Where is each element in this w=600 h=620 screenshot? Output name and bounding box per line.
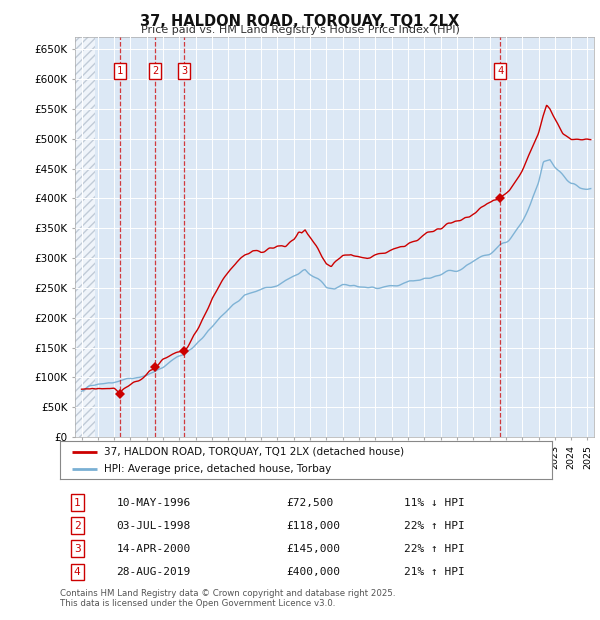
Text: 37, HALDON ROAD, TORQUAY, TQ1 2LX (detached house): 37, HALDON ROAD, TORQUAY, TQ1 2LX (detac… <box>104 447 404 457</box>
Text: 14-APR-2000: 14-APR-2000 <box>116 544 191 554</box>
Text: £400,000: £400,000 <box>286 567 340 577</box>
Text: 21% ↑ HPI: 21% ↑ HPI <box>404 567 465 577</box>
Bar <box>75 37 95 437</box>
Text: 37, HALDON ROAD, TORQUAY, TQ1 2LX: 37, HALDON ROAD, TORQUAY, TQ1 2LX <box>140 14 460 29</box>
Text: 1: 1 <box>117 66 123 76</box>
Text: 03-JUL-1998: 03-JUL-1998 <box>116 521 191 531</box>
Text: 11% ↓ HPI: 11% ↓ HPI <box>404 497 465 508</box>
Text: 2: 2 <box>74 521 80 531</box>
Text: 4: 4 <box>74 567 80 577</box>
Text: 28-AUG-2019: 28-AUG-2019 <box>116 567 191 577</box>
Text: £145,000: £145,000 <box>286 544 340 554</box>
Text: £118,000: £118,000 <box>286 521 340 531</box>
Text: 1: 1 <box>74 497 80 508</box>
Text: 22% ↑ HPI: 22% ↑ HPI <box>404 544 465 554</box>
Text: 22% ↑ HPI: 22% ↑ HPI <box>404 521 465 531</box>
Text: £72,500: £72,500 <box>286 497 334 508</box>
Text: Contains HM Land Registry data © Crown copyright and database right 2025.
This d: Contains HM Land Registry data © Crown c… <box>60 589 395 608</box>
Text: 4: 4 <box>497 66 503 76</box>
Text: 3: 3 <box>181 66 187 76</box>
Text: 3: 3 <box>74 544 80 554</box>
Text: HPI: Average price, detached house, Torbay: HPI: Average price, detached house, Torb… <box>104 464 332 474</box>
Text: 2: 2 <box>152 66 158 76</box>
Text: 10-MAY-1996: 10-MAY-1996 <box>116 497 191 508</box>
Text: Price paid vs. HM Land Registry's House Price Index (HPI): Price paid vs. HM Land Registry's House … <box>140 25 460 35</box>
